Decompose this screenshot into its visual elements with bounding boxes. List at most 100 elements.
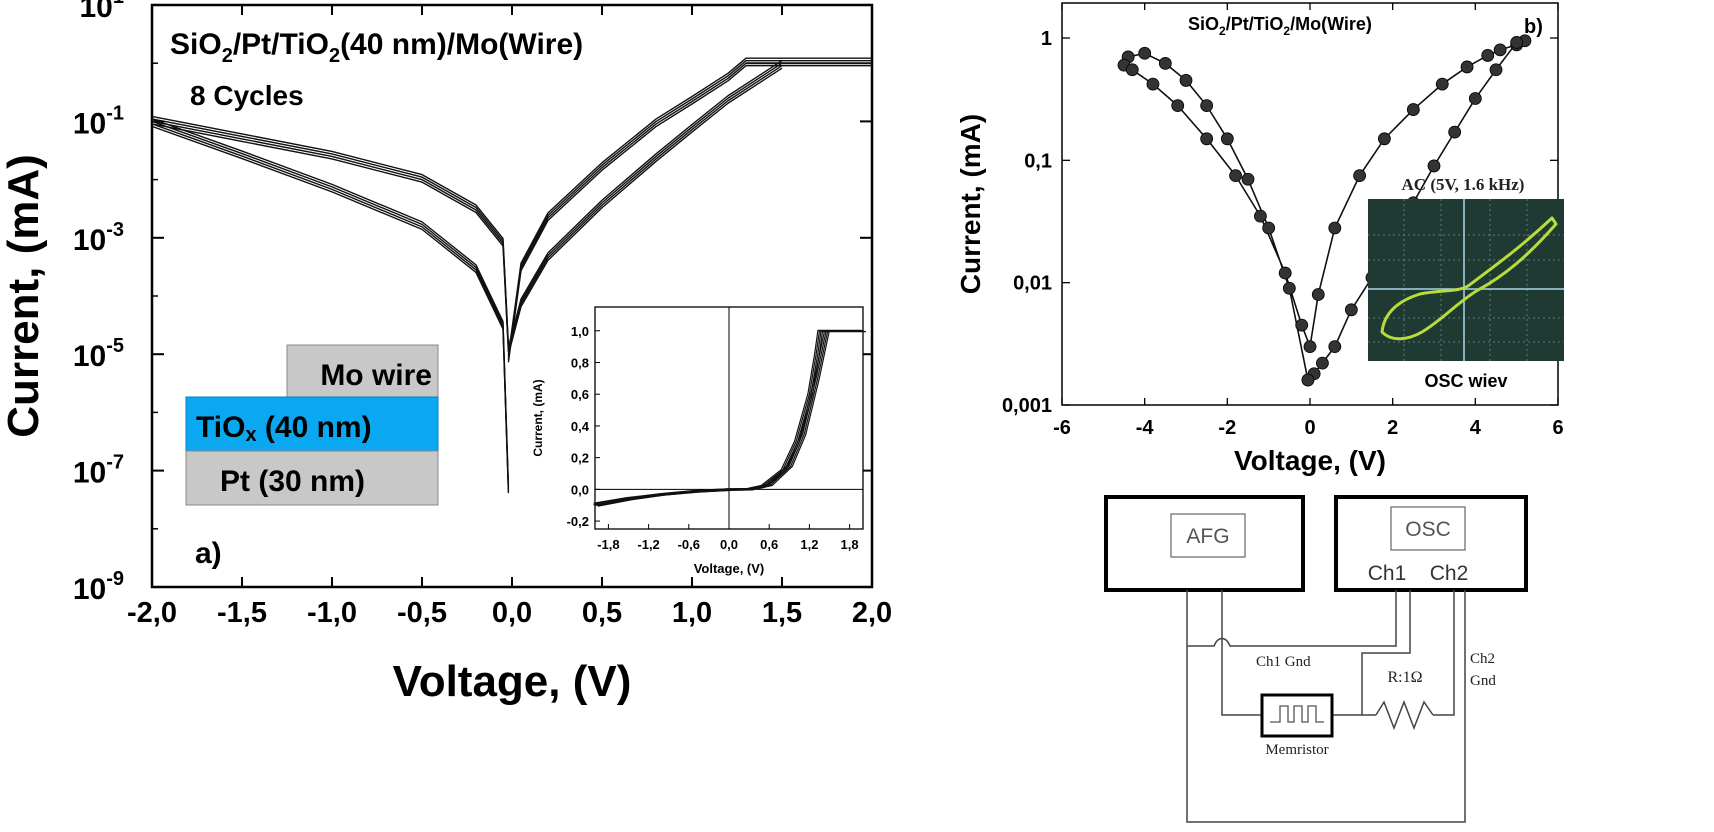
panel-a-label: a) (195, 537, 222, 570)
osc-label-box (1390, 506, 1466, 551)
panel-a-x-tick-label: -1,5 (217, 597, 267, 629)
panel-a-series-line (507, 60, 783, 348)
panel-b-x-tick-label: 6 (1552, 417, 1563, 439)
panel-a-inset: -1,8 -1,2 -0,6 0,0 0,6 1,2 1,8 1,0 0,8 0,6 0,4 0,2 0… (531, 306, 866, 576)
panel-a-x-tick-label: -2,0 (127, 597, 177, 629)
ch2-gnd-label-line2: Gnd (1470, 673, 1496, 689)
panel-b-point (1282, 281, 1296, 295)
memristor-box (1260, 693, 1334, 738)
panel-b-point (1481, 49, 1495, 62)
panel-b-point (1406, 103, 1420, 116)
panel-a-x-tick-label: 2,0 (852, 597, 892, 629)
panel-b-point (1158, 56, 1172, 70)
panel-b-y-tick-label: 0,01 (1013, 273, 1052, 295)
inset-y-tick-label: -0,2 (567, 514, 589, 529)
afg-label: AFG (1186, 525, 1229, 548)
panel-a-series-line (151, 120, 510, 350)
inset-curves (593, 329, 866, 507)
panel-b: -6 -4 -2 0 2 4 6 1 0,1 0,01 0,001 SiO2/Pt/TiO2/Mo(… (955, 2, 1564, 476)
panel-a-series-line (507, 57, 872, 355)
inset-y-tick-label: 0,6 (571, 387, 589, 402)
panel-b-point (1435, 77, 1449, 91)
panel-a-x-tick-label: 1,5 (762, 597, 802, 629)
panel-b-point (1125, 63, 1139, 77)
panel-b-point (1328, 221, 1342, 235)
device-stack: Mo wire TiOx (40 nm) Pt (30 nm) (185, 344, 439, 506)
stack-layer-pt (185, 450, 439, 506)
stack-layer-pt-label: Pt (30 nm) (220, 465, 365, 498)
panel-b-point (1301, 373, 1315, 387)
panel-b-x-tick-label: -6 (1053, 417, 1071, 439)
panel-a-x-tick-label: 0,5 (582, 597, 622, 629)
panel-a-x-axis-title: Voltage, (V) (393, 657, 632, 706)
panel-b-point (1510, 36, 1524, 49)
panel-a-title: SiO2/Pt/TiO2(40 nm)/Mo(Wire) (170, 28, 583, 67)
panel-b-ticks: -6 -4 -2 0 2 4 6 1 0,1 0,01 0,001 (1002, 3, 1564, 439)
ch1-label: Ch1 (1368, 562, 1407, 585)
panel-a-ticks: -2,0 -1,5 -1,0 -0,5 0,0 0,5 1,0 1,5 2,0 101 10-1 10… (73, 0, 892, 629)
inset-y-tick-label: 0,0 (571, 482, 589, 497)
panel-a-x-tick-label: -1,0 (307, 597, 357, 629)
panel-b-point (1489, 63, 1503, 77)
panel-a-series-line (151, 125, 510, 494)
inset-y-axis-title: Current, (mA) (531, 379, 545, 456)
panel-b-x-tick-label: 2 (1387, 417, 1398, 439)
ch2-label: Ch2 (1430, 562, 1469, 585)
panel-b-point (1448, 125, 1462, 139)
inset-y-tick-label: 0,4 (571, 419, 590, 434)
panel-b-x-tick-label: -4 (1136, 417, 1155, 439)
panel-a-subtitle: 8 Cycles (190, 80, 304, 111)
osc-screen (1368, 199, 1564, 361)
panel-b-point (1316, 356, 1329, 370)
panel-a: -2,0 -1,5 -1,0 -0,5 0,0 0,5 1,0 1,5 2,0 101 10-1 10… (0, 0, 892, 706)
panel-a-x-tick-label: 1,0 (672, 597, 712, 629)
panel-b-point (1460, 60, 1474, 74)
stack-layer-tiox-label: TiOx (40 nm) (196, 411, 372, 446)
circuit-diagram: AFG OSC Ch1 Ch2 Memristor R:1Ω Ch1 Gnd C… (1104, 495, 1528, 823)
panel-b-point (1311, 288, 1325, 301)
panel-b-point (1220, 132, 1234, 146)
panel-a-y-tick-label: 101 (80, 0, 125, 24)
circuit-wires (1186, 590, 1466, 823)
panel-b-title: SiO2/Pt/TiO2/Mo(Wire) (1188, 14, 1372, 38)
inset-y-tick-label: 1,0 (571, 324, 589, 339)
panel-b-point (1303, 340, 1317, 354)
panel-a-y-tick-label: 10-7 (73, 452, 124, 490)
panel-b-point (1262, 221, 1276, 235)
stack-layer-mo-wire (286, 344, 439, 398)
ch1-gnd-label: Ch1 Gnd (1256, 654, 1311, 670)
panel-b-point (1146, 77, 1160, 91)
panel-b-point (1241, 172, 1255, 186)
panel-b-point (1493, 43, 1507, 57)
memristor-label: Memristor (1265, 742, 1328, 758)
panel-b-y-tick-label: 1 (1041, 28, 1052, 50)
panel-a-series-line (151, 115, 510, 345)
panel-b-point (1200, 99, 1214, 113)
panel-b-point (1138, 46, 1152, 60)
panel-b-point (1427, 159, 1441, 173)
panel-a-series-line (507, 67, 783, 355)
panel-a-series-line (507, 60, 872, 358)
inset-y-tick-label: 0,8 (571, 356, 589, 371)
panel-b-point (1229, 169, 1242, 183)
osc-grid (1368, 199, 1564, 361)
inset-series-line (597, 331, 830, 506)
panel-a-series-line (507, 65, 783, 353)
panel-b-label: b) (1524, 16, 1543, 38)
panel-b-x-tick-label: 0 (1304, 417, 1315, 439)
stack-layer-mo-wire-label: Mo wire (320, 359, 432, 392)
panel-a-y-tick-label: 10-1 (73, 102, 124, 140)
panel-b-x-tick-label: -2 (1218, 417, 1236, 439)
panel-a-series-line (151, 118, 510, 486)
panel-b-x-axis-title: Voltage, (V) (1234, 445, 1386, 476)
osc-label: OSC (1405, 518, 1451, 541)
panel-a-y-tick-label: 10-5 (73, 335, 124, 373)
panel-a-curves (151, 57, 872, 494)
inset-series-line (593, 330, 826, 504)
panel-b-point (1328, 340, 1342, 354)
inset-x-axis-title: Voltage, (V) (694, 561, 765, 576)
ch2-gnd-label-line1: Ch2 (1470, 651, 1495, 667)
afg-label-box (1170, 513, 1246, 558)
inset-x-tick-label: -1,2 (637, 537, 659, 552)
